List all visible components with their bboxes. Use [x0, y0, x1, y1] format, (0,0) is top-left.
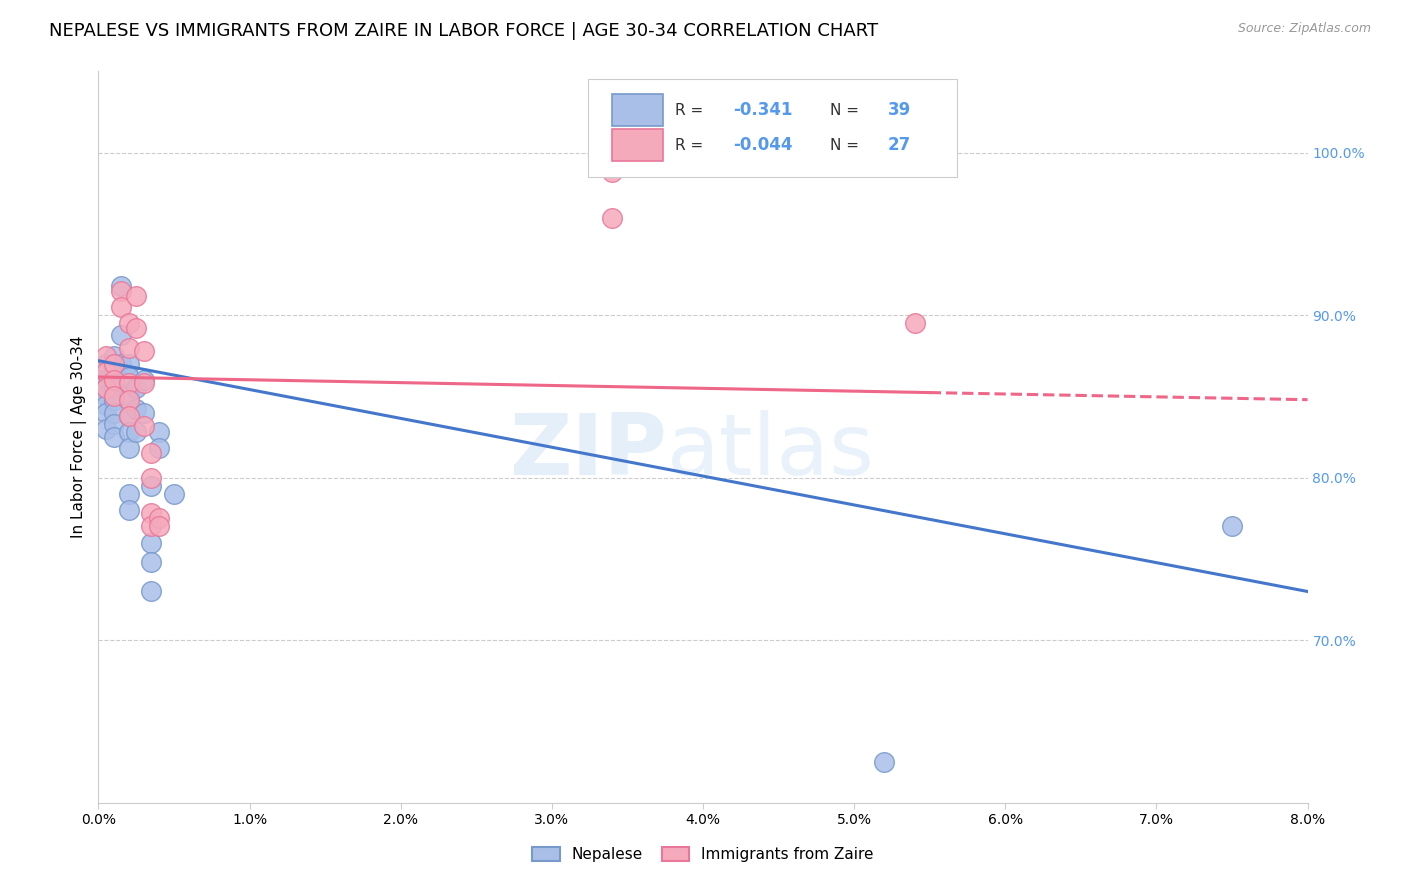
Point	[94, 349, 117, 363]
Point	[103, 381, 125, 395]
Point	[163, 487, 186, 501]
Point	[141, 507, 163, 521]
Point	[141, 471, 163, 485]
Point	[103, 349, 125, 363]
Point	[141, 535, 163, 549]
Y-axis label: In Labor Force | Age 30-34: In Labor Force | Age 30-34	[72, 335, 87, 539]
Point	[118, 442, 141, 456]
Legend: Nepalese, Immigrants from Zaire: Nepalese, Immigrants from Zaire	[526, 840, 880, 868]
Point	[125, 381, 148, 395]
Point	[1220, 519, 1243, 533]
Text: Source: ZipAtlas.com: Source: ZipAtlas.com	[1237, 22, 1371, 36]
Point	[110, 327, 132, 342]
Point	[110, 357, 132, 371]
Point	[94, 398, 117, 412]
Point	[118, 392, 141, 407]
Point	[141, 446, 163, 460]
Point	[103, 373, 125, 387]
Point	[148, 442, 170, 456]
Point	[94, 373, 117, 387]
Point	[94, 389, 117, 403]
Text: 27: 27	[889, 136, 911, 154]
Point	[118, 409, 141, 423]
Point	[118, 370, 141, 384]
Point	[94, 381, 117, 395]
Text: atlas: atlas	[666, 410, 875, 493]
Point	[125, 321, 148, 335]
Point	[103, 430, 125, 444]
Point	[141, 479, 163, 493]
Point	[132, 343, 155, 358]
Point	[118, 341, 141, 355]
Point	[118, 425, 141, 440]
Point	[103, 365, 125, 379]
Point	[141, 584, 163, 599]
Point	[125, 425, 148, 440]
Point	[132, 376, 155, 391]
Text: -0.044: -0.044	[734, 136, 793, 154]
Point	[148, 511, 170, 525]
Point	[125, 402, 148, 417]
Point	[110, 279, 132, 293]
Point	[118, 503, 141, 517]
Point	[132, 373, 155, 387]
Point	[118, 487, 141, 501]
Text: R =: R =	[675, 103, 709, 118]
Point	[132, 406, 155, 420]
Text: -0.341: -0.341	[734, 101, 793, 120]
Point	[132, 418, 155, 433]
FancyBboxPatch shape	[613, 129, 664, 161]
Point	[118, 316, 141, 330]
Point	[904, 316, 927, 330]
FancyBboxPatch shape	[588, 78, 957, 178]
Point	[118, 389, 141, 403]
Point	[103, 417, 125, 431]
Point	[103, 392, 125, 407]
Point	[94, 357, 117, 371]
Point	[118, 376, 141, 391]
Point	[118, 409, 141, 423]
Point	[148, 519, 170, 533]
Point	[103, 357, 125, 371]
Point	[125, 288, 148, 302]
Point	[141, 555, 163, 569]
Text: NEPALESE VS IMMIGRANTS FROM ZAIRE IN LABOR FORCE | AGE 30-34 CORRELATION CHART: NEPALESE VS IMMIGRANTS FROM ZAIRE IN LAB…	[49, 22, 879, 40]
Point	[94, 381, 117, 395]
Point	[873, 755, 896, 769]
Text: R =: R =	[675, 137, 709, 153]
Point	[602, 165, 624, 179]
Point	[148, 425, 170, 440]
Point	[103, 389, 125, 403]
Point	[141, 519, 163, 533]
Point	[94, 422, 117, 436]
Point	[94, 406, 117, 420]
Text: ZIP: ZIP	[509, 410, 666, 493]
Text: 39: 39	[889, 101, 911, 120]
Point	[602, 211, 624, 225]
FancyBboxPatch shape	[613, 94, 664, 126]
Point	[103, 406, 125, 420]
Text: N =: N =	[830, 103, 863, 118]
Point	[118, 357, 141, 371]
Point	[110, 284, 132, 298]
Point	[110, 300, 132, 314]
Text: N =: N =	[830, 137, 863, 153]
Point	[94, 365, 117, 379]
